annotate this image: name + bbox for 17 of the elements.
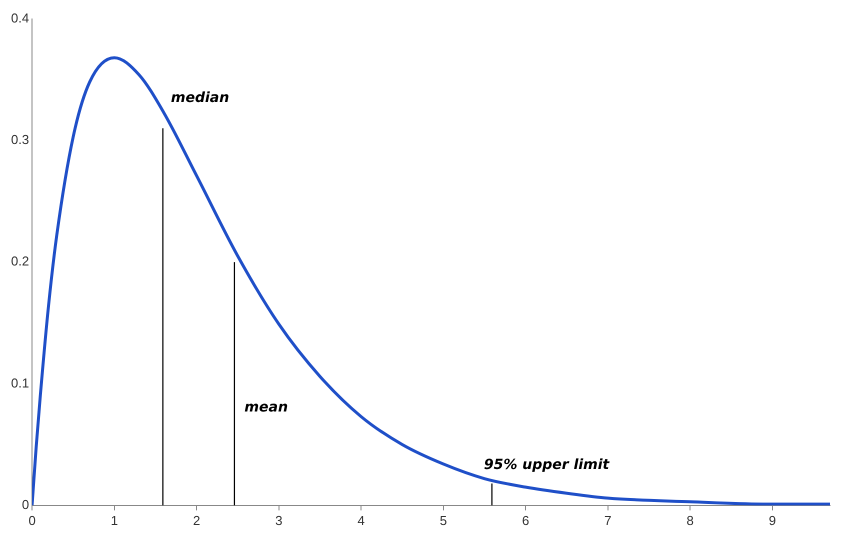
x-tick-label: 6 <box>522 512 530 528</box>
x-tick-label: 9 <box>768 512 776 528</box>
x-tick-label: 3 <box>275 512 282 528</box>
y-tick-label: 0.4 <box>10 10 30 26</box>
annotation: median <box>170 90 230 106</box>
annotation: mean <box>244 400 288 416</box>
x-tick-label: 8 <box>686 512 694 528</box>
x-tick-label: 1 <box>110 512 118 528</box>
x-tick-label: 7 <box>604 512 612 528</box>
x-tick-label: 5 <box>440 512 447 528</box>
x-tick-label: 2 <box>192 512 200 528</box>
annotation: 95% upper limit <box>484 457 611 474</box>
x-tick-label: 4 <box>357 512 365 528</box>
y-tick-label: 0.2 <box>10 254 30 269</box>
y-tick-label: 0 <box>22 496 30 512</box>
y-tick-label: 0.3 <box>10 132 30 148</box>
y-tick-label: 0.1 <box>10 375 30 390</box>
